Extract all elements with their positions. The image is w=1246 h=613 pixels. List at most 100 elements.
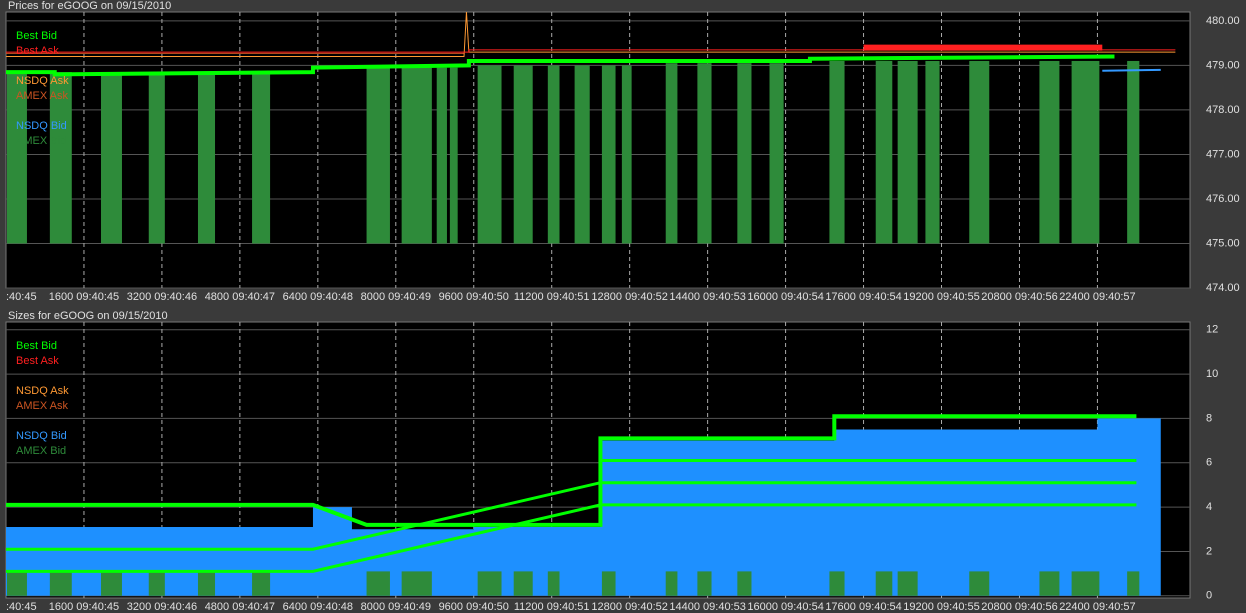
x-tick-label: 14400 09:40:53	[669, 601, 745, 613]
size-block	[366, 571, 390, 596]
size-block	[6, 72, 27, 244]
size-block	[829, 571, 845, 596]
legend-entry: NSDQ Ask	[16, 385, 69, 397]
x-tick-label: 8000 09:40:49	[361, 601, 431, 613]
x-tick-label: 11200 09:40:51	[514, 291, 590, 303]
size-block	[101, 571, 122, 596]
size-block	[513, 571, 533, 596]
x-tick-label: 4800 09:40:47	[205, 291, 275, 303]
size-block	[897, 60, 918, 244]
y-tick-label: 479.00	[1206, 59, 1240, 71]
size-block	[969, 571, 990, 596]
y-tick-label: 6	[1206, 457, 1212, 469]
legend-entry: Best Ask	[16, 45, 59, 57]
y-tick-label: 475.00	[1206, 237, 1240, 249]
size-block	[969, 60, 990, 244]
legend-entry: Best Ask	[16, 355, 59, 367]
chart-title: Prices for eGOOG on 09/15/2010	[8, 0, 171, 12]
size-block	[547, 571, 560, 596]
y-tick-label: 480.00	[1206, 15, 1240, 27]
series-line	[6, 414, 1137, 527]
size-block	[621, 65, 632, 244]
size-block	[197, 571, 216, 596]
size-block	[477, 571, 502, 596]
legend-entry: Best Bid	[16, 340, 57, 352]
x-tick-label: 22400 09:40:57	[1059, 601, 1135, 613]
x-tick-label: :40:45	[6, 601, 37, 613]
size-block	[697, 571, 712, 596]
series-line	[6, 503, 1137, 573]
x-tick-label: 17600 09:40:54	[825, 601, 901, 613]
size-block	[436, 67, 447, 244]
size-block	[925, 60, 940, 244]
x-tick-label: 8000 09:40:49	[361, 291, 431, 303]
size-block	[148, 571, 165, 596]
size-block	[401, 571, 432, 596]
x-tick-label: 9600 09:40:50	[439, 291, 509, 303]
y-tick-label: 8	[1206, 412, 1212, 424]
y-tick-label: 478.00	[1206, 104, 1240, 116]
legend-entry: NSDQ Ask	[16, 75, 69, 87]
size-block	[1039, 571, 1060, 596]
x-tick-label: 16000 09:40:54	[747, 291, 823, 303]
legend-entry: AMEX Ask	[16, 400, 68, 412]
size-block	[49, 72, 72, 244]
x-tick-label: 11200 09:40:51	[514, 601, 590, 613]
x-tick-label: 17600 09:40:54	[825, 291, 901, 303]
size-block	[601, 65, 616, 244]
x-tick-label: 20800 09:40:56	[981, 601, 1057, 613]
y-tick-label: 476.00	[1206, 193, 1240, 205]
size-block	[49, 571, 72, 596]
legend-entry: NSDQ Bid	[16, 120, 67, 132]
size-block	[366, 67, 390, 244]
size-block	[737, 63, 752, 244]
size-block	[769, 63, 784, 244]
size-block	[252, 72, 271, 244]
size-block	[101, 72, 122, 244]
x-tick-label: 14400 09:40:53	[669, 291, 745, 303]
size-block	[665, 571, 678, 596]
size-block	[1039, 60, 1060, 244]
size-block	[875, 571, 893, 596]
size-block	[449, 67, 458, 244]
x-tick-label: 1600 09:40:45	[49, 601, 119, 613]
x-tick-label: 12800 09:40:52	[591, 291, 667, 303]
size-block	[513, 65, 533, 244]
size-block	[148, 72, 165, 244]
y-tick-label: 2	[1206, 545, 1212, 557]
x-tick-label: 6400 09:40:48	[283, 601, 353, 613]
x-tick-label: 12800 09:40:52	[591, 601, 667, 613]
size-block	[1071, 571, 1100, 596]
series-line	[1102, 68, 1161, 72]
size-block	[477, 65, 502, 244]
y-tick-label: 12	[1206, 324, 1218, 336]
size-block	[601, 571, 616, 596]
x-tick-label: 6400 09:40:48	[283, 291, 353, 303]
series-area	[6, 418, 1161, 596]
x-tick-label: 3200 09:40:46	[127, 601, 197, 613]
size-block	[574, 65, 590, 244]
y-tick-label: 10	[1206, 368, 1218, 380]
x-tick-label: :40:45	[6, 291, 37, 303]
x-tick-label: 22400 09:40:57	[1059, 291, 1135, 303]
size-block	[401, 67, 432, 244]
series-line	[6, 49, 1176, 53]
series-line	[6, 481, 1137, 551]
legend-entry: AMEX Bid	[16, 445, 66, 457]
size-block	[252, 571, 271, 596]
series-line	[6, 54, 1115, 77]
size-block	[547, 65, 560, 244]
x-tick-label: 9600 09:40:50	[439, 601, 509, 613]
size-block	[875, 60, 893, 244]
x-tick-label: 20800 09:40:56	[981, 291, 1057, 303]
series-line	[6, 11, 1176, 58]
x-tick-label: 16000 09:40:54	[747, 601, 823, 613]
size-block	[1071, 60, 1100, 244]
size-block	[1127, 571, 1140, 596]
x-tick-label: 1600 09:40:45	[49, 291, 119, 303]
size-block	[697, 63, 712, 244]
y-tick-label: 4	[1206, 501, 1212, 513]
legend-entry: AMEX Bid	[16, 135, 66, 147]
y-tick-label: 0	[1206, 590, 1212, 602]
